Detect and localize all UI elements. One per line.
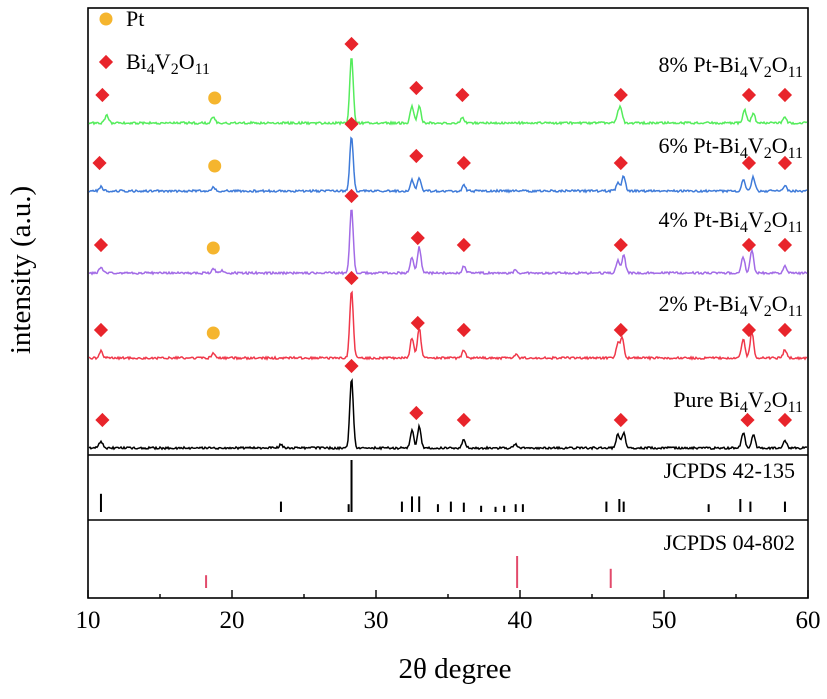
reference-pattern-2 [205, 556, 612, 588]
bi4v2o11-marker [93, 237, 109, 253]
bi4v2o11-marker [741, 237, 757, 253]
bi4v2o11-marker [741, 155, 757, 171]
series-line [88, 290, 808, 361]
bi4v2o11-marker [95, 87, 110, 103]
legend: Pt Bi4V2O11 [98, 6, 210, 78]
legend-label: Bi4V2O11 [126, 49, 210, 78]
x-tick-label: 40 [508, 607, 533, 634]
x-tick-label: 10 [76, 607, 101, 634]
series-label: 4% Pt-Bi4V2O11 [659, 207, 803, 236]
bi4v2o11-marker [455, 87, 470, 103]
bi4v2o11-marker [344, 36, 359, 52]
reference-label: JCPDS 42-135 [664, 458, 795, 483]
pt-legend-marker [99, 12, 113, 26]
bi4v2o11-marker [456, 155, 471, 171]
bi4v2o11-marker [613, 155, 628, 171]
bi4v2o11-marker [93, 322, 109, 338]
bi4v2o11-marker [777, 87, 793, 103]
series-labels: Pure Bi4V2O11 2% Pt-Bi4V2O11 4% Pt-Bi4V2O1… [659, 52, 803, 555]
x-tick-label: 60 [796, 607, 821, 634]
bi4v2o11-marker [344, 188, 359, 204]
bi4v2o11-marker [613, 322, 628, 338]
bi4v2o11-marker [456, 237, 471, 253]
markers-group [92, 36, 793, 428]
series-label: 8% Pt-Bi4V2O11 [659, 52, 803, 81]
series-group [88, 58, 808, 451]
pt-marker [206, 241, 220, 255]
series-label: Pure Bi4V2O11 [673, 387, 803, 416]
bi4v2o11-marker [741, 322, 757, 338]
bi4v2o11-marker [613, 412, 628, 428]
bi4v2o11-marker [777, 412, 793, 428]
bi4v2o11-marker [456, 322, 471, 338]
bi4v2o11-marker [92, 155, 107, 171]
bi4v2o11-marker [777, 237, 793, 253]
bi4v2o11-marker [777, 322, 793, 338]
x-tick-label: 30 [364, 607, 389, 634]
series-line [88, 377, 808, 451]
bi4v2o11-marker [740, 412, 755, 428]
series-label: 2% Pt-Bi4V2O11 [659, 291, 803, 320]
bi4v2o11-marker [409, 80, 424, 96]
bi4v2o11-legend-marker [98, 54, 114, 70]
x-tick-label: 20 [220, 607, 245, 634]
pt-marker [208, 159, 222, 173]
reference-pattern-1 [99, 460, 786, 512]
bi4v2o11-marker [410, 230, 425, 246]
bi4v2o11-marker [777, 155, 793, 171]
bi4v2o11-marker [410, 315, 425, 331]
pt-marker [206, 326, 220, 340]
bi4v2o11-marker [344, 358, 359, 374]
bi4v2o11-marker [613, 87, 628, 103]
legend-label: Pt [126, 6, 144, 31]
bi4v2o11-marker [741, 87, 757, 103]
x-tick-label: 50 [652, 607, 677, 634]
bi4v2o11-marker [456, 412, 471, 428]
bi4v2o11-marker [95, 412, 110, 428]
bi4v2o11-marker [409, 148, 424, 164]
bi4v2o11-marker [613, 237, 628, 253]
series-line [88, 136, 808, 194]
bi4v2o11-marker [344, 116, 359, 132]
x-axis-title: 2θ degree [399, 653, 512, 685]
pt-marker [208, 91, 222, 105]
series-label: 6% Pt-Bi4V2O11 [659, 133, 803, 162]
bi4v2o11-marker [344, 270, 359, 286]
series-line [88, 209, 808, 276]
bi4v2o11-marker [409, 405, 424, 421]
y-axis-title: intensity (a.u.) [5, 186, 37, 354]
reference-label: JCPDS 04-802 [664, 530, 795, 555]
x-axis: 10 20 30 40 50 60 [76, 460, 821, 634]
series-line [88, 58, 808, 126]
